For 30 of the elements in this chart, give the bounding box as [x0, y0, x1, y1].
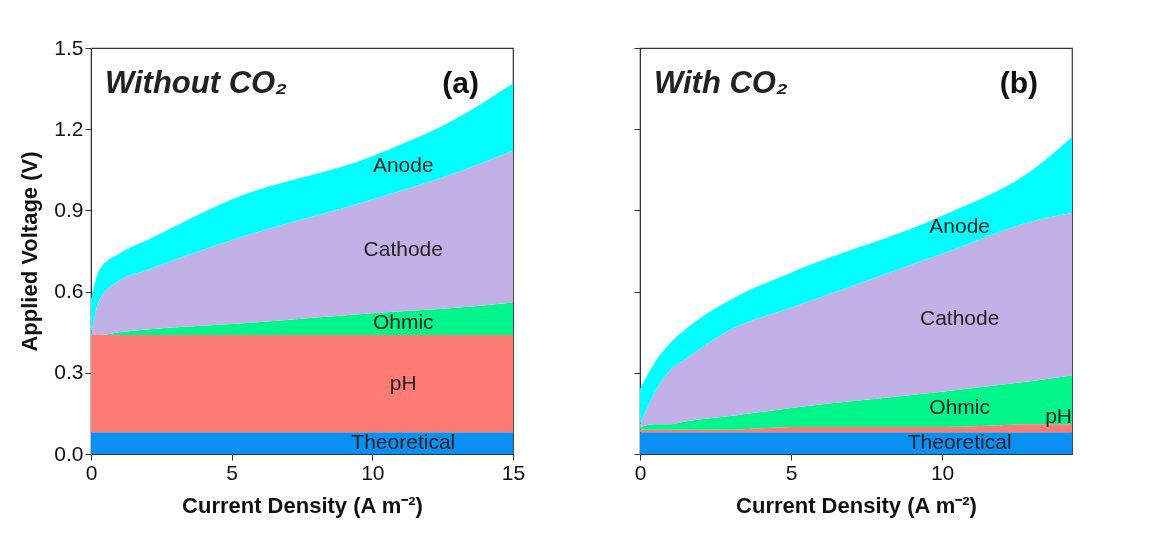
y-axis-title: Applied Voltage (V) [17, 151, 43, 352]
series-label: Ohmic [372, 310, 434, 334]
annotation: (b) [999, 66, 1038, 99]
x-axis-title: Current Density (A m⁻²) [182, 492, 423, 518]
x-tick-label: 5 [226, 460, 239, 484]
y-tick-label: 1.2 [54, 116, 84, 140]
y-tick-label: 0.3 [54, 360, 84, 384]
annotation: (a) [442, 66, 479, 99]
series-label: Ohmic [929, 395, 991, 419]
x-axis-title: Current Density (A m⁻²) [736, 492, 977, 518]
series-label: Theoretical [907, 430, 1012, 454]
series-label: Anode [929, 214, 991, 238]
series-label: Cathode [919, 305, 1000, 329]
y-tick-label: 1.5 [54, 35, 84, 59]
series-label: pH [1045, 404, 1072, 428]
annotation: With CO₂ [654, 65, 788, 100]
x-tick-label: 0 [85, 460, 98, 484]
y-tick-label: 0.6 [54, 279, 84, 303]
x-tick-label: 10 [930, 460, 955, 484]
series-label: pH [389, 370, 417, 394]
x-tick-label: 15 [501, 460, 526, 484]
x-tick-label: 0 [634, 460, 647, 484]
annotation: Without CO₂ [105, 65, 287, 100]
y-tick-label: 0.0 [54, 441, 84, 465]
series-label: Cathode [363, 237, 443, 261]
x-tick-label: 5 [785, 460, 798, 484]
series-label: Anode [372, 153, 434, 177]
series-label: Theoretical [351, 430, 456, 454]
y-tick-label: 0.9 [54, 197, 84, 221]
x-tick-label: 10 [361, 460, 385, 484]
